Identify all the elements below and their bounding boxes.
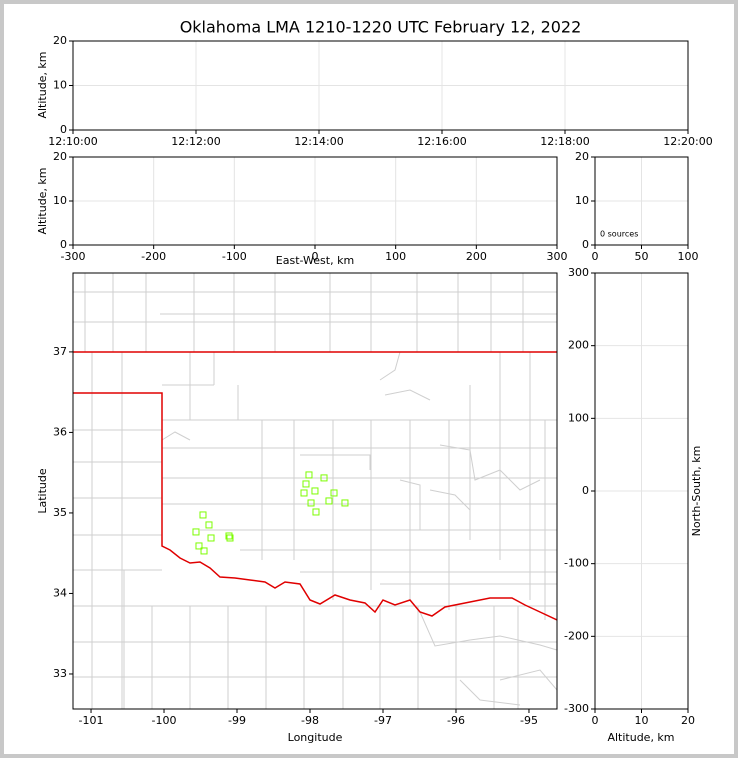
- y-axis-label: North-South, km: [690, 446, 703, 537]
- y-tick-label: 0: [582, 238, 589, 251]
- y-tick-label: -100: [564, 557, 589, 570]
- chart-title: Oklahoma LMA 1210-1220 UTC February 12, …: [180, 18, 582, 37]
- x-tick-label: 20: [681, 714, 695, 727]
- plot-frame: [72, 156, 558, 246]
- y-tick-label: 37: [53, 345, 67, 358]
- y-tick-label: 20: [53, 150, 67, 163]
- y-tick-label: 33: [53, 667, 67, 680]
- station: [325, 497, 333, 505]
- x-tick-label: -101: [79, 714, 104, 727]
- y-tick-label: 0: [582, 484, 589, 497]
- station: [341, 499, 349, 507]
- x-tick-label: 200: [466, 250, 487, 263]
- county-lines: [73, 273, 557, 709]
- x-tick-label: 10: [635, 714, 649, 727]
- x-tick-label: 50: [635, 250, 649, 263]
- y-tick-label: -300: [564, 702, 589, 715]
- x-tick-label: -99: [228, 714, 246, 727]
- x-tick-label: 100: [678, 250, 699, 263]
- y-tick-label: 300: [568, 266, 589, 279]
- x-tick-label: -100: [152, 714, 177, 727]
- x-tick-label: 12:10:00: [48, 135, 97, 148]
- x-tick-label: 12:14:00: [294, 135, 343, 148]
- plot-frame: [72, 272, 558, 710]
- x-tick-label: 0: [592, 250, 599, 263]
- station: [312, 508, 320, 516]
- station: [199, 511, 207, 519]
- x-tick-label: -95: [520, 714, 538, 727]
- x-axis-label: Longitude: [288, 731, 343, 744]
- station: [320, 474, 328, 482]
- y-tick-label: 10: [53, 194, 67, 207]
- x-tick-label: -98: [301, 714, 319, 727]
- station: [225, 532, 233, 540]
- annotation: 0 sources: [600, 230, 638, 239]
- x-tick-label: -96: [447, 714, 465, 727]
- y-tick-label: 35: [53, 506, 67, 519]
- station: [200, 547, 208, 555]
- x-tick-label: 12:12:00: [171, 135, 220, 148]
- y-axis-label: Altitude, km: [36, 167, 49, 234]
- y-tick-label: -200: [564, 629, 589, 642]
- station: [205, 521, 213, 529]
- station: [192, 528, 200, 536]
- station: [207, 534, 215, 542]
- x-tick-label: 300: [547, 250, 568, 263]
- y-tick-label: 20: [53, 34, 67, 47]
- x-tick-label: 12:20:00: [663, 135, 712, 148]
- x-tick-label: 0: [592, 714, 599, 727]
- y-tick-label: 0: [60, 238, 67, 251]
- y-tick-label: 34: [53, 586, 67, 599]
- station: [330, 489, 338, 497]
- x-axis-label: East-West, km: [276, 254, 354, 267]
- y-axis-label: Latitude: [36, 468, 49, 514]
- y-tick-label: 20: [575, 150, 589, 163]
- y-tick-label: 36: [53, 425, 67, 438]
- y-axis-label: Altitude, km: [36, 51, 49, 118]
- x-axis-label: Altitude, km: [607, 731, 674, 744]
- state-border: [73, 351, 557, 621]
- map-background: [73, 273, 557, 709]
- x-tick-label: -200: [141, 250, 166, 263]
- station: [305, 471, 313, 479]
- station: [311, 487, 319, 495]
- plot-frame: [594, 156, 689, 246]
- station: [300, 489, 308, 497]
- y-tick-label: 100: [568, 411, 589, 424]
- x-tick-label: -300: [61, 250, 86, 263]
- y-tick-label: 10: [575, 194, 589, 207]
- station: [195, 542, 203, 550]
- plot-frame: [72, 40, 689, 131]
- x-tick-label: 12:16:00: [417, 135, 466, 148]
- station: [226, 534, 234, 542]
- station: [302, 480, 310, 488]
- x-tick-label: -100: [222, 250, 247, 263]
- y-tick-label: 0: [60, 123, 67, 136]
- x-tick-label: 100: [385, 250, 406, 263]
- x-tick-label: 0: [312, 250, 319, 263]
- x-tick-label: -97: [374, 714, 392, 727]
- plot-frame: [594, 272, 689, 710]
- y-tick-label: 200: [568, 339, 589, 352]
- x-tick-label: 12:18:00: [540, 135, 589, 148]
- station: [307, 499, 315, 507]
- y-tick-label: 10: [53, 79, 67, 92]
